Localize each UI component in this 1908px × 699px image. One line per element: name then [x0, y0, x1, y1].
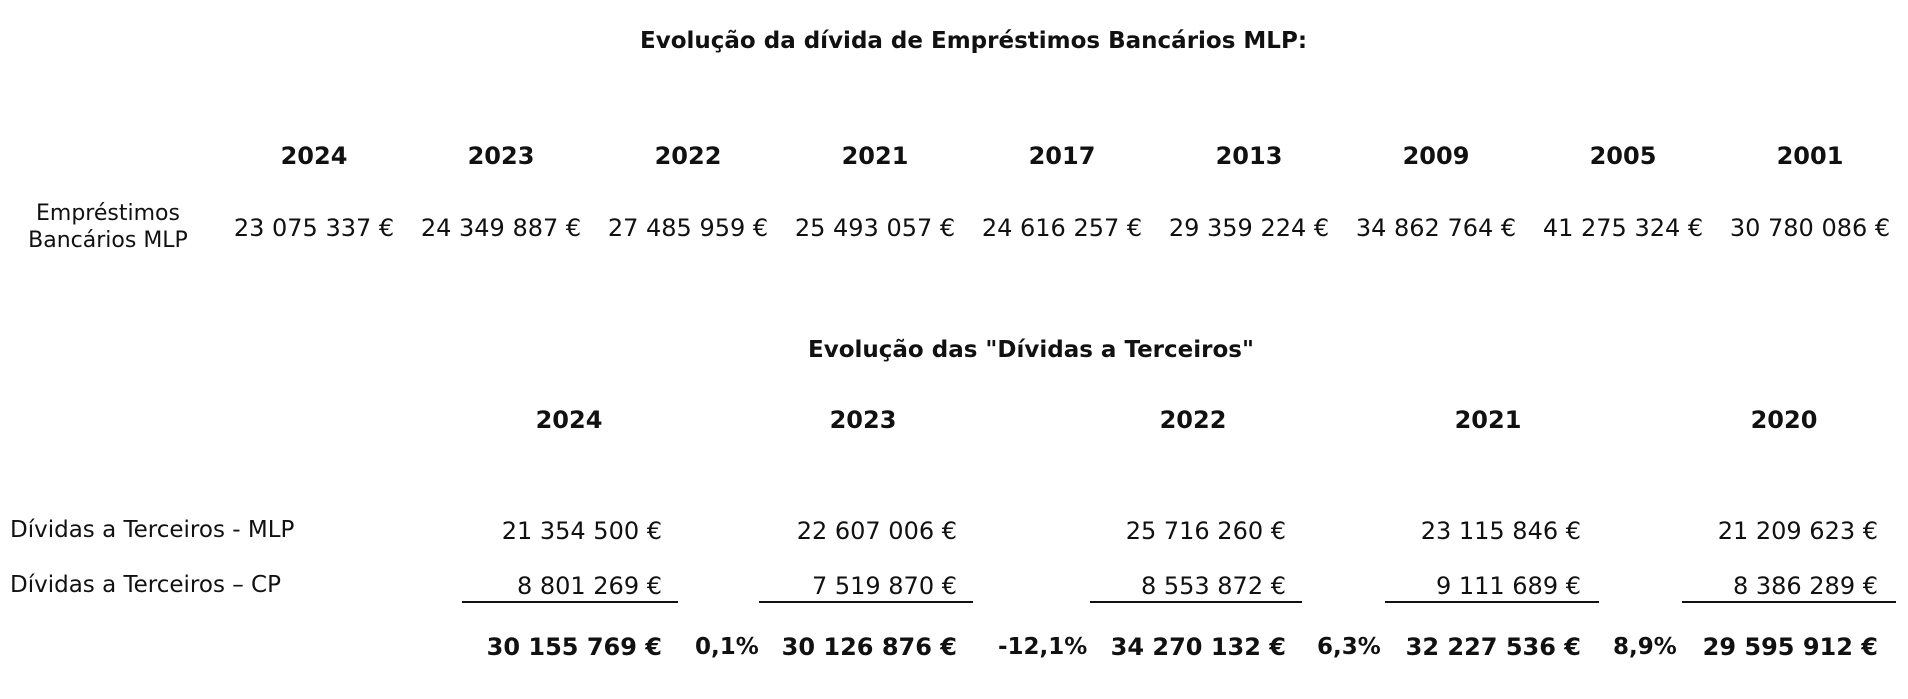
- loan-value: 29 359 224 €: [1168, 214, 1330, 242]
- section2-title: Evolução das "Dívidas a Terceiros": [808, 337, 1254, 363]
- mlp-row-label: Dívidas a Terceiros - MLP: [10, 517, 295, 543]
- cp-value: 7 519 870 €: [811, 572, 957, 600]
- mlp-value: 21 354 500 €: [501, 517, 662, 545]
- cp-value: 8 801 269 €: [516, 572, 662, 600]
- total-value: 29 595 912 €: [1702, 633, 1878, 661]
- year-header: 2024: [280, 142, 348, 170]
- year-header: 2021: [841, 142, 909, 170]
- year-header: 2001: [1776, 142, 1844, 170]
- year-header: 2009: [1402, 142, 1470, 170]
- loan-value: 30 780 086 €: [1729, 214, 1891, 242]
- cp-value: 9 111 689 €: [1435, 572, 1581, 600]
- sum-rule: [1090, 601, 1302, 603]
- loan-value: 25 493 057 €: [794, 214, 956, 242]
- section1-title: Evolução da dívida de Empréstimos Bancár…: [640, 28, 1308, 54]
- year-header: 2022: [1159, 406, 1227, 434]
- mlp-value: 25 716 260 €: [1125, 517, 1286, 545]
- year-header: 2017: [1028, 142, 1096, 170]
- loan-value: 34 862 764 €: [1355, 214, 1517, 242]
- total-value: 30 155 769 €: [486, 633, 662, 661]
- year-header: 2023: [467, 142, 535, 170]
- cp-value: 8 553 872 €: [1140, 572, 1286, 600]
- year-header: 2021: [1454, 406, 1522, 434]
- year-header: 2023: [829, 406, 897, 434]
- row-label-line: Empréstimos: [36, 201, 180, 226]
- loan-value: 24 616 257 €: [981, 214, 1143, 242]
- total-value: 34 270 132 €: [1110, 633, 1286, 661]
- sum-rule: [759, 601, 973, 603]
- cp-value: 8 386 289 €: [1732, 572, 1878, 600]
- year-header: 2024: [535, 406, 603, 434]
- row-label-line: Bancários MLP: [28, 228, 188, 253]
- pct-change: -12,1%: [998, 634, 1088, 660]
- cp-row-label: Dívidas a Terceiros – CP: [10, 572, 281, 598]
- sum-rule: [462, 601, 678, 603]
- loan-value: 27 485 959 €: [607, 214, 769, 242]
- row-label-emprestimos: Empréstimos Bancários MLP: [8, 200, 208, 254]
- mlp-value: 23 115 846 €: [1420, 517, 1581, 545]
- pct-change: 6,3%: [1317, 634, 1381, 660]
- year-header: 2013: [1215, 142, 1283, 170]
- sum-rule: [1385, 601, 1599, 603]
- sum-rule: [1682, 601, 1896, 603]
- mlp-value: 22 607 006 €: [796, 517, 957, 545]
- loan-value: 41 275 324 €: [1542, 214, 1704, 242]
- year-header: 2022: [654, 142, 722, 170]
- loan-value: 24 349 887 €: [420, 214, 582, 242]
- total-value: 30 126 876 €: [781, 633, 957, 661]
- pct-change: 0,1%: [695, 634, 759, 660]
- year-header: 2020: [1750, 406, 1818, 434]
- total-value: 32 227 536 €: [1405, 633, 1581, 661]
- year-header: 2005: [1589, 142, 1657, 170]
- mlp-value: 21 209 623 €: [1717, 517, 1878, 545]
- pct-change: 8,9%: [1613, 634, 1677, 660]
- loan-value: 23 075 337 €: [233, 214, 395, 242]
